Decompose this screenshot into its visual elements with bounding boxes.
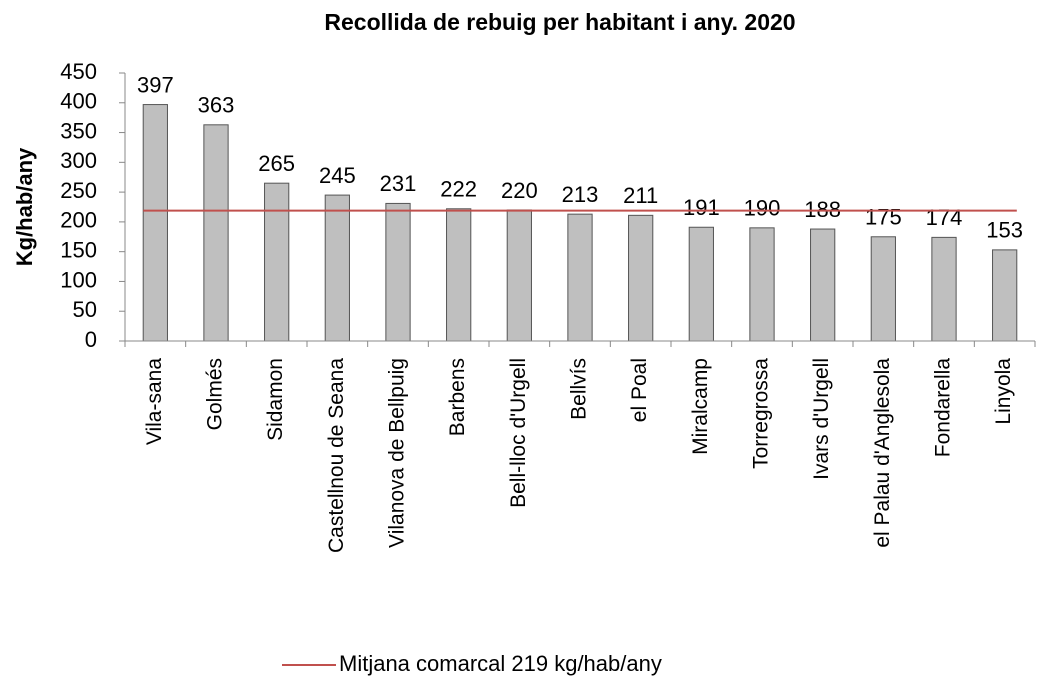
- data-label: 245: [319, 163, 356, 188]
- data-label: 191: [683, 195, 720, 220]
- bar: [688, 226, 714, 342]
- data-label: 222: [440, 177, 477, 202]
- bar: [931, 236, 957, 342]
- x-tick-label: Bellvís: [568, 358, 591, 420]
- x-tick-label: Golmés: [204, 358, 227, 430]
- y-axis-label: Kg/hab/any: [12, 147, 37, 266]
- x-tick-label: Barbens: [446, 358, 469, 436]
- y-tick-label: 450: [60, 59, 97, 84]
- data-label: 220: [501, 178, 538, 203]
- y-tick-label: 250: [60, 178, 97, 203]
- bar: [749, 227, 775, 342]
- bar: [506, 209, 532, 342]
- data-label: 265: [258, 151, 295, 176]
- legend-label: Mitjana comarcal 219 kg/hab/any: [339, 651, 662, 676]
- y-tick-label: 100: [60, 267, 97, 292]
- bar: [142, 104, 168, 342]
- x-tick-label: Linyola: [992, 358, 1015, 425]
- bar: [567, 213, 593, 342]
- data-label: 213: [562, 182, 599, 207]
- data-label: 153: [986, 218, 1023, 243]
- x-tick-label: Fondarella: [932, 358, 955, 458]
- data-label: 211: [623, 183, 658, 208]
- y-tick-label: 50: [73, 297, 97, 322]
- data-label: 188: [804, 197, 841, 222]
- x-tick-label: Miralcamp: [689, 358, 712, 455]
- x-tick-label: Torregrossa: [750, 358, 773, 469]
- y-tick-label: 200: [60, 208, 97, 233]
- x-tick-label: Vilanova de Bellpuig: [386, 358, 409, 548]
- bar: [203, 124, 229, 342]
- bar: [385, 202, 411, 342]
- bar: [446, 208, 472, 342]
- bar: [992, 249, 1018, 342]
- y-tick-label: 300: [60, 148, 97, 173]
- data-label: 175: [865, 205, 902, 230]
- bar: [810, 228, 836, 342]
- y-tick-label: 0: [85, 327, 97, 352]
- y-tick-label: 350: [60, 118, 97, 143]
- bar: [628, 214, 654, 342]
- y-tick-label: 150: [60, 237, 97, 262]
- bar: [324, 194, 350, 342]
- chart-title: Recollida de rebuig per habitant i any. …: [324, 9, 795, 35]
- data-label: 363: [198, 93, 235, 118]
- x-tick-label: el Palau d'Anglesola: [871, 358, 894, 548]
- data-label: 190: [744, 196, 781, 221]
- data-label: 174: [926, 205, 963, 230]
- x-tick-label: Sidamon: [264, 358, 287, 441]
- x-tick-label: el Poal: [628, 358, 651, 422]
- x-tick-label: Bell-lloc d'Urgell: [507, 358, 530, 508]
- x-tick-label: Castellnou de Seana: [325, 358, 348, 553]
- bar: [264, 182, 290, 342]
- data-label: 231: [380, 171, 417, 196]
- x-tick-label: Ivars d'Urgell: [810, 358, 833, 480]
- y-tick-label: 400: [60, 89, 97, 114]
- data-label: 397: [137, 72, 174, 97]
- x-tick-label: Vila-sana: [143, 358, 166, 445]
- bar: [870, 236, 896, 342]
